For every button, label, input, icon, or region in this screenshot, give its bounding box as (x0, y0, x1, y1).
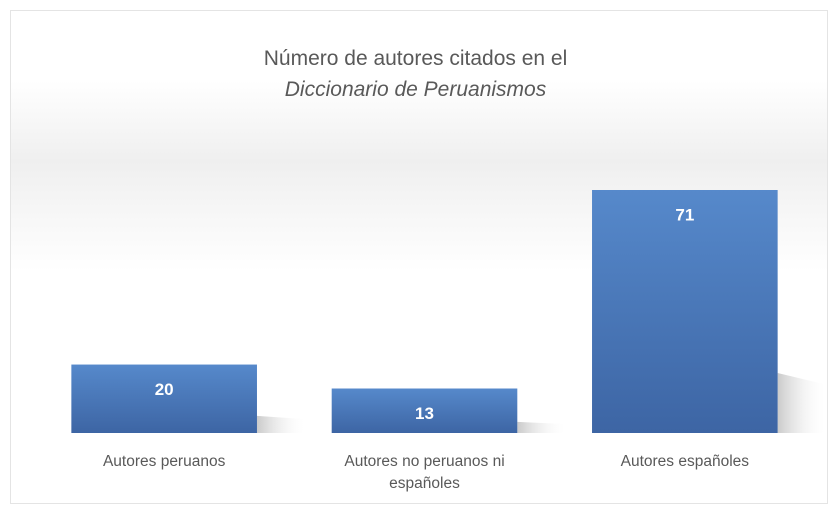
chart-subtitle: Diccionario de Peruanismos (284, 78, 547, 101)
bar (331, 388, 518, 433)
x-tick-label: Autores peruanos (102, 453, 226, 470)
bar-shadow (517, 421, 568, 433)
data-label: 13 (415, 404, 434, 423)
bar (592, 190, 778, 433)
data-label: 71 (675, 205, 694, 224)
bar-shadow (256, 415, 307, 433)
bar (71, 364, 257, 433)
data-label: 20 (155, 380, 174, 399)
x-tick-label: Autores no peruanos ni españoles (344, 453, 505, 492)
chart-title: Número de autores citados en el (263, 47, 568, 70)
x-tick-label: Autores españoles (620, 453, 750, 470)
bar-shadow (777, 373, 828, 433)
